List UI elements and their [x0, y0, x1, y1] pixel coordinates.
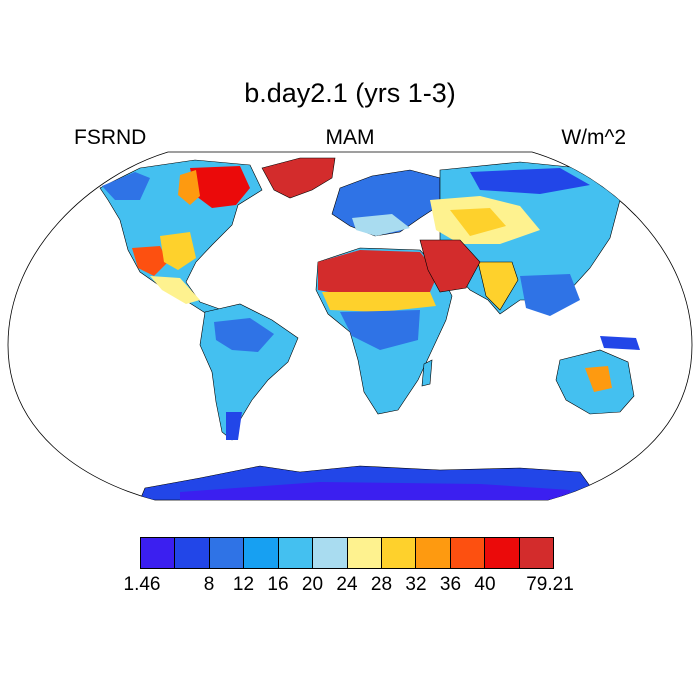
canada-shield — [190, 166, 250, 208]
australia-interior — [585, 366, 612, 392]
colorbar-tick-label: 79.21 — [526, 574, 574, 595]
madagascar — [421, 359, 433, 387]
colorbar-tick-label: 32 — [405, 574, 427, 595]
amazon — [214, 318, 274, 352]
colorbar-tick-label: 8 — [203, 574, 215, 595]
colorbar-tick-label: 16 — [267, 574, 289, 595]
sahara — [318, 250, 438, 296]
antarctica-interior — [180, 482, 570, 500]
colorbar-swatch — [381, 538, 417, 568]
colorbar-tick-label: 24 — [336, 574, 358, 595]
new-guinea — [600, 336, 640, 350]
map-title: b.day2.1 (yrs 1-3) — [244, 78, 456, 108]
central-asia-hot — [450, 208, 506, 236]
colorbar-tick-label: 1.46 — [123, 574, 161, 595]
colorbar-swatch — [209, 538, 245, 568]
central-africa — [340, 310, 420, 350]
colorbar-tick-label: 36 — [439, 574, 462, 595]
colorbar-swatch — [347, 538, 382, 568]
colorbar-tick-label: 40 — [474, 574, 496, 595]
units-label: W/m^2 — [561, 126, 626, 149]
canada-warm — [178, 170, 200, 205]
colorbar-swatch — [416, 538, 451, 568]
siberia — [470, 168, 590, 194]
india — [477, 261, 519, 311]
southeast-asia — [520, 274, 580, 316]
us-plains — [160, 232, 196, 270]
colorbar-swatch — [244, 538, 279, 568]
colorbar-swatch — [485, 538, 520, 568]
mexico — [150, 276, 200, 304]
us-southwest — [132, 246, 168, 276]
sahel — [322, 292, 436, 312]
colorbar-swatch — [141, 538, 176, 568]
arabia — [419, 239, 481, 293]
colorbar-swatch — [313, 538, 348, 568]
colorbar — [140, 537, 554, 569]
colorbar-swatch — [519, 538, 554, 568]
patagonia — [226, 412, 242, 440]
colorbar-tick-label: 20 — [301, 574, 324, 595]
greenland — [261, 157, 336, 199]
alaska — [102, 172, 150, 200]
colorbar-tick-label: 28 — [370, 574, 393, 595]
europe-south — [352, 214, 410, 236]
season-label: MAM — [325, 126, 375, 149]
variable-label: FSRND — [74, 126, 147, 149]
colorbar-swatch — [175, 538, 210, 568]
colorbar-swatch — [450, 538, 486, 568]
colorbar-swatch — [278, 538, 314, 568]
colorbar-tick-label: 12 — [232, 574, 255, 595]
